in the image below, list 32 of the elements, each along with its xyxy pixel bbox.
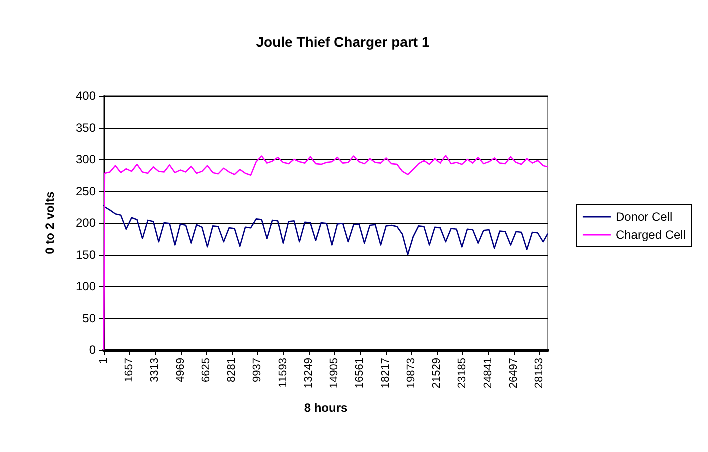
y-tick-label: 300: [76, 152, 96, 166]
legend-label: Charged Cell: [616, 228, 686, 242]
x-tick-label: 18217: [380, 358, 392, 389]
y-tick-label: 150: [76, 248, 96, 262]
x-tick-label: 6625: [200, 358, 212, 382]
x-tick-label: 1: [98, 358, 110, 364]
x-axis-title: 8 hours: [304, 401, 348, 415]
y-tick-label: 350: [76, 120, 96, 135]
x-tick-label: 28153: [534, 358, 546, 389]
chart-title: Joule Thief Charger part 1: [256, 34, 430, 50]
x-tick-label: 9937: [252, 358, 264, 382]
y-tick-label: 0: [89, 343, 96, 357]
y-tick-label: 250: [76, 184, 96, 198]
x-tick-label: 26497: [508, 358, 520, 389]
y-tick-label: 50: [82, 311, 96, 326]
x-tick-label: 11593: [277, 358, 290, 388]
y-tick-label: 200: [76, 216, 96, 230]
x-tick-label: 24841: [482, 358, 494, 389]
legend-label: Donor Cell: [616, 210, 673, 224]
x-tick-label: 4969: [174, 358, 187, 382]
x-tick-label: 14905: [328, 358, 341, 389]
y-axis-title: 0 to 2 volts: [43, 191, 57, 254]
x-tick-label: 1657: [124, 358, 136, 382]
x-tick-label: 13249: [302, 358, 315, 389]
x-tick-label: 21529: [431, 358, 444, 389]
x-tick-label: 8281: [226, 358, 238, 382]
y-tick-label: 100: [76, 280, 96, 294]
x-tick-label: 19873: [405, 358, 418, 389]
y-tick-label: 400: [76, 89, 96, 103]
x-tick-label: 23185: [456, 358, 469, 389]
x-tick-label: 3313: [149, 358, 162, 382]
x-tick-label: 16561: [354, 358, 366, 389]
